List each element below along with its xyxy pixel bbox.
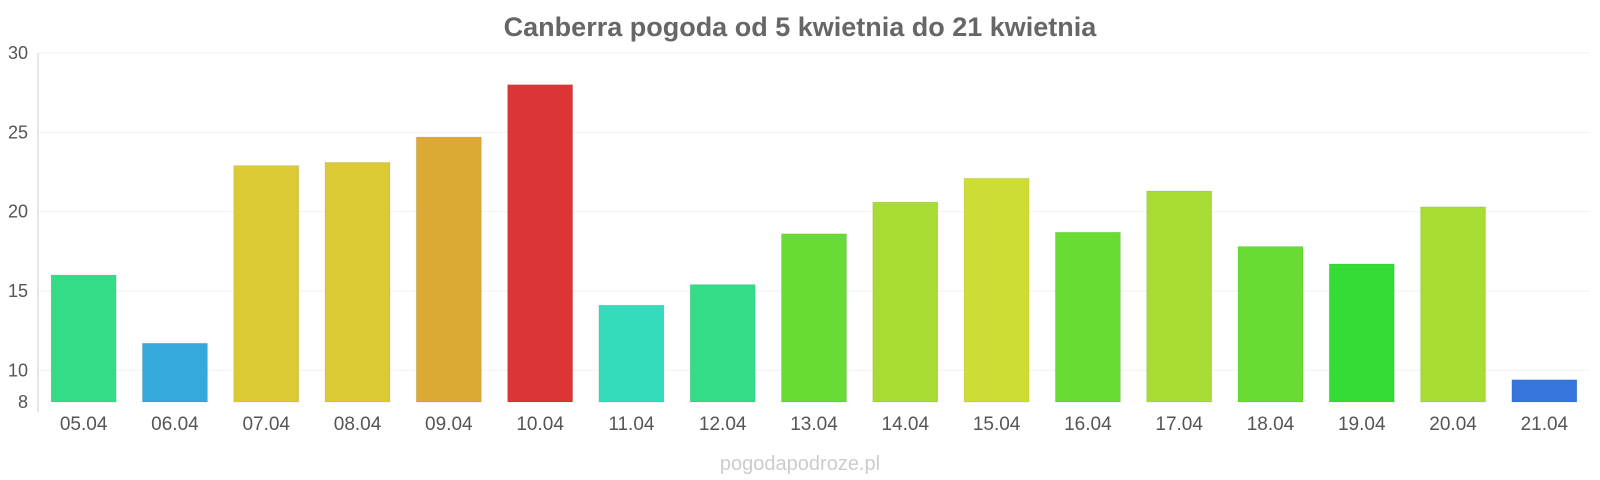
bar bbox=[1420, 206, 1487, 403]
x-tick-label: 08.04 bbox=[334, 414, 382, 435]
y-tick-label: 8 bbox=[18, 392, 28, 412]
x-tick-label: 12.04 bbox=[699, 414, 747, 435]
y-axis: 8 10 15 20 25 30 bbox=[8, 43, 39, 412]
x-tick-label: 10.04 bbox=[516, 414, 564, 435]
x-tick-label: 05.04 bbox=[60, 414, 108, 435]
bar bbox=[233, 165, 300, 403]
x-tick-label: 09.04 bbox=[425, 414, 473, 435]
x-tick-label: 13.04 bbox=[790, 414, 838, 435]
x-tick-label: 18.04 bbox=[1247, 414, 1295, 435]
bar bbox=[1146, 190, 1213, 403]
bar bbox=[1054, 231, 1121, 403]
x-tick-label: 17.04 bbox=[1155, 414, 1203, 435]
bar bbox=[1511, 379, 1578, 403]
bar bbox=[507, 84, 574, 403]
bar bbox=[415, 136, 482, 403]
y-tick-label: 10 bbox=[8, 360, 28, 380]
bar bbox=[963, 177, 1030, 403]
y-tick-label: 25 bbox=[8, 122, 28, 142]
site-credit: pogodapodroze.pl bbox=[720, 453, 880, 475]
x-tick-label: 20.04 bbox=[1429, 414, 1477, 435]
bar bbox=[141, 342, 208, 403]
x-tick-label: 21.04 bbox=[1521, 414, 1569, 435]
bar bbox=[689, 284, 756, 403]
x-tick-label: 14.04 bbox=[882, 414, 930, 435]
bar bbox=[598, 304, 665, 403]
bar bbox=[1237, 246, 1304, 403]
y-tick-label: 15 bbox=[8, 281, 28, 301]
x-tick-label: 15.04 bbox=[973, 414, 1021, 435]
x-tick-label: 16.04 bbox=[1064, 414, 1112, 435]
bar bbox=[781, 233, 847, 403]
x-tick-label: 19.04 bbox=[1338, 414, 1386, 435]
x-tick-label: 11.04 bbox=[608, 414, 655, 435]
bar bbox=[872, 201, 939, 403]
bar bbox=[1328, 263, 1395, 403]
y-tick-label: 30 bbox=[8, 43, 28, 63]
bars bbox=[50, 84, 1578, 403]
x-tick-label: 06.04 bbox=[151, 414, 199, 435]
y-tick-label: 20 bbox=[8, 202, 28, 222]
x-axis: 05.04 06.04 07.04 08.04 09.04 10.04 11.04 12.04… bbox=[60, 414, 1569, 435]
chart-title: Canberra pogoda od 5 kwietnia do 21 kwie… bbox=[504, 12, 1098, 42]
bar bbox=[50, 274, 117, 403]
x-tick-label: 07.04 bbox=[242, 414, 290, 435]
bar bbox=[324, 161, 391, 403]
